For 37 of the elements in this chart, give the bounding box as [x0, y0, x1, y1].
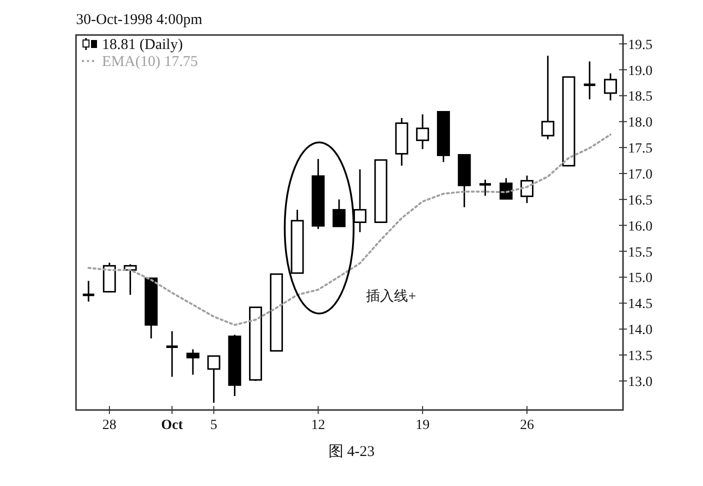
y-tick-label: 17.0: [628, 167, 652, 182]
y-tick-label: 19.0: [628, 64, 652, 79]
y-tick-label: 18.0: [628, 116, 652, 131]
y-tick-label: 15.5: [628, 245, 652, 260]
annotation: 插入线+: [366, 288, 416, 305]
chart-title: 30-Oct-1998 4:00pm: [76, 12, 203, 28]
y-tick-label: 15.0: [628, 271, 652, 286]
candlestick: [207, 355, 220, 404]
legend-label: 18.81 (Daily): [102, 37, 183, 53]
candlestick: [582, 60, 597, 100]
y-tick-label: 17.5: [628, 142, 652, 157]
candlestick: [562, 76, 576, 166]
candlestick: [144, 278, 158, 340]
y-tick-label: 16.0: [628, 219, 652, 234]
candlestick: [374, 159, 388, 223]
y-tick-label: 13.0: [628, 374, 652, 390]
y-tick-label: 13.5: [628, 349, 652, 364]
x-tick-label: 12: [311, 418, 326, 433]
candlestick: [458, 154, 471, 208]
candlestick: [416, 114, 430, 150]
legend-label: EMA(10) 17.75: [102, 54, 198, 70]
y-tick-label: 14.5: [628, 297, 652, 312]
candlestick: [270, 273, 283, 352]
y-tick-label: 18.5: [628, 90, 652, 105]
x-tick-label: Oct: [161, 418, 184, 433]
y-tick-label: 14.0: [628, 323, 652, 338]
candlestick: [332, 198, 346, 228]
x-tick-label: 26: [520, 418, 534, 433]
candlestick: [353, 168, 366, 233]
x-tick-label: 19: [416, 418, 430, 433]
x-tick-label: 28: [102, 418, 116, 433]
candlestick: [165, 330, 180, 378]
x-tick-label: 5: [210, 418, 218, 433]
y-tick-label: 19.5: [628, 38, 652, 53]
y-tick-label: 16.5: [628, 193, 652, 208]
candlestick: [290, 209, 304, 274]
caption: 图 4-23: [328, 444, 375, 460]
